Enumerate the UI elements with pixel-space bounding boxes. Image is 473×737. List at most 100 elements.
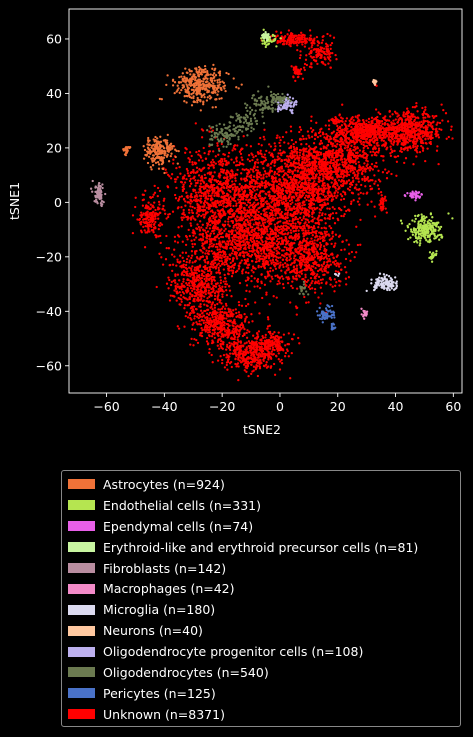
- data-point: [267, 252, 271, 255]
- data-point: [316, 135, 320, 139]
- data-point: [305, 147, 308, 150]
- data-point: [298, 180, 301, 183]
- data-point: [185, 148, 188, 151]
- data-point: [362, 156, 366, 159]
- data-point: [214, 238, 217, 242]
- data-point: [241, 162, 244, 166]
- data-point: [234, 177, 237, 180]
- data-point: [262, 155, 265, 159]
- data-point: [240, 172, 243, 175]
- data-point: [351, 192, 355, 195]
- data-point: [295, 162, 299, 165]
- data-point: [409, 119, 412, 122]
- data-point: [218, 200, 222, 203]
- data-point: [274, 203, 277, 207]
- data-point: [335, 211, 338, 215]
- data-point: [235, 157, 238, 160]
- data-point: [404, 122, 407, 126]
- data-point: [263, 230, 267, 233]
- data-point: [336, 217, 339, 220]
- data-point: [289, 193, 292, 196]
- data-point: [280, 237, 283, 240]
- data-point: [408, 116, 412, 120]
- data-point: [214, 199, 217, 203]
- data-point: [304, 156, 307, 159]
- data-point: [342, 182, 345, 185]
- data-point: [188, 160, 191, 164]
- data-point: [237, 193, 240, 197]
- data-point: [305, 194, 308, 197]
- data-point: [260, 180, 263, 183]
- data-point: [305, 154, 308, 157]
- data-point: [347, 137, 351, 141]
- data-point: [307, 181, 310, 185]
- data-point: [298, 151, 302, 154]
- data-point: [197, 153, 200, 156]
- data-point: [189, 177, 192, 181]
- data-point: [187, 208, 191, 212]
- data-point: [287, 189, 290, 193]
- data-point: [396, 154, 400, 158]
- data-point: [230, 243, 234, 246]
- data-point: [329, 191, 332, 194]
- data-point: [264, 158, 268, 162]
- data-point: [336, 194, 339, 197]
- data-point: [438, 127, 441, 131]
- data-point: [243, 224, 246, 227]
- data-point: [273, 164, 276, 167]
- data-point: [430, 131, 434, 134]
- data-point: [216, 233, 220, 236]
- data-point: [407, 110, 410, 113]
- data-point: [421, 149, 425, 152]
- data-point: [197, 149, 201, 153]
- data-point: [339, 175, 343, 178]
- data-point: [194, 191, 198, 194]
- data-point: [346, 173, 349, 176]
- data-point: [208, 243, 212, 246]
- data-point: [261, 199, 265, 203]
- data-point: [243, 168, 246, 172]
- data-point: [358, 203, 361, 206]
- data-point: [265, 193, 268, 196]
- data-point: [340, 214, 343, 218]
- data-point: [360, 142, 363, 146]
- data-point: [270, 187, 273, 190]
- data-point: [255, 192, 258, 196]
- data-point: [283, 202, 286, 205]
- data-point: [327, 178, 330, 181]
- data-point: [290, 145, 293, 148]
- data-point: [327, 191, 330, 195]
- data-point: [229, 261, 232, 265]
- data-point: [266, 261, 269, 265]
- data-point: [407, 121, 411, 124]
- data-point: [351, 153, 354, 157]
- data-point: [238, 239, 241, 242]
- data-point: [444, 112, 448, 115]
- data-point: [384, 127, 387, 130]
- data-point: [305, 137, 308, 140]
- data-point: [375, 154, 378, 157]
- data-point: [272, 199, 276, 202]
- data-point: [289, 152, 292, 155]
- data-point: [219, 213, 222, 216]
- data-point: [326, 207, 329, 210]
- data-point: [207, 166, 210, 170]
- data-point: [305, 190, 308, 194]
- data-point: [249, 145, 253, 148]
- data-point: [263, 209, 266, 212]
- data-point: [387, 131, 391, 134]
- data-point: [232, 161, 236, 164]
- data-point: [424, 126, 428, 130]
- data-point: [261, 296, 264, 300]
- data-point: [212, 161, 216, 164]
- data-point: [195, 193, 198, 197]
- data-point: [368, 128, 372, 131]
- data-point: [250, 214, 253, 217]
- data-point: [270, 183, 273, 187]
- data-point: [282, 173, 286, 177]
- data-point: [288, 181, 291, 185]
- data-point: [384, 115, 387, 118]
- data-point: [349, 181, 353, 184]
- data-point: [254, 154, 257, 158]
- data-point: [215, 186, 218, 190]
